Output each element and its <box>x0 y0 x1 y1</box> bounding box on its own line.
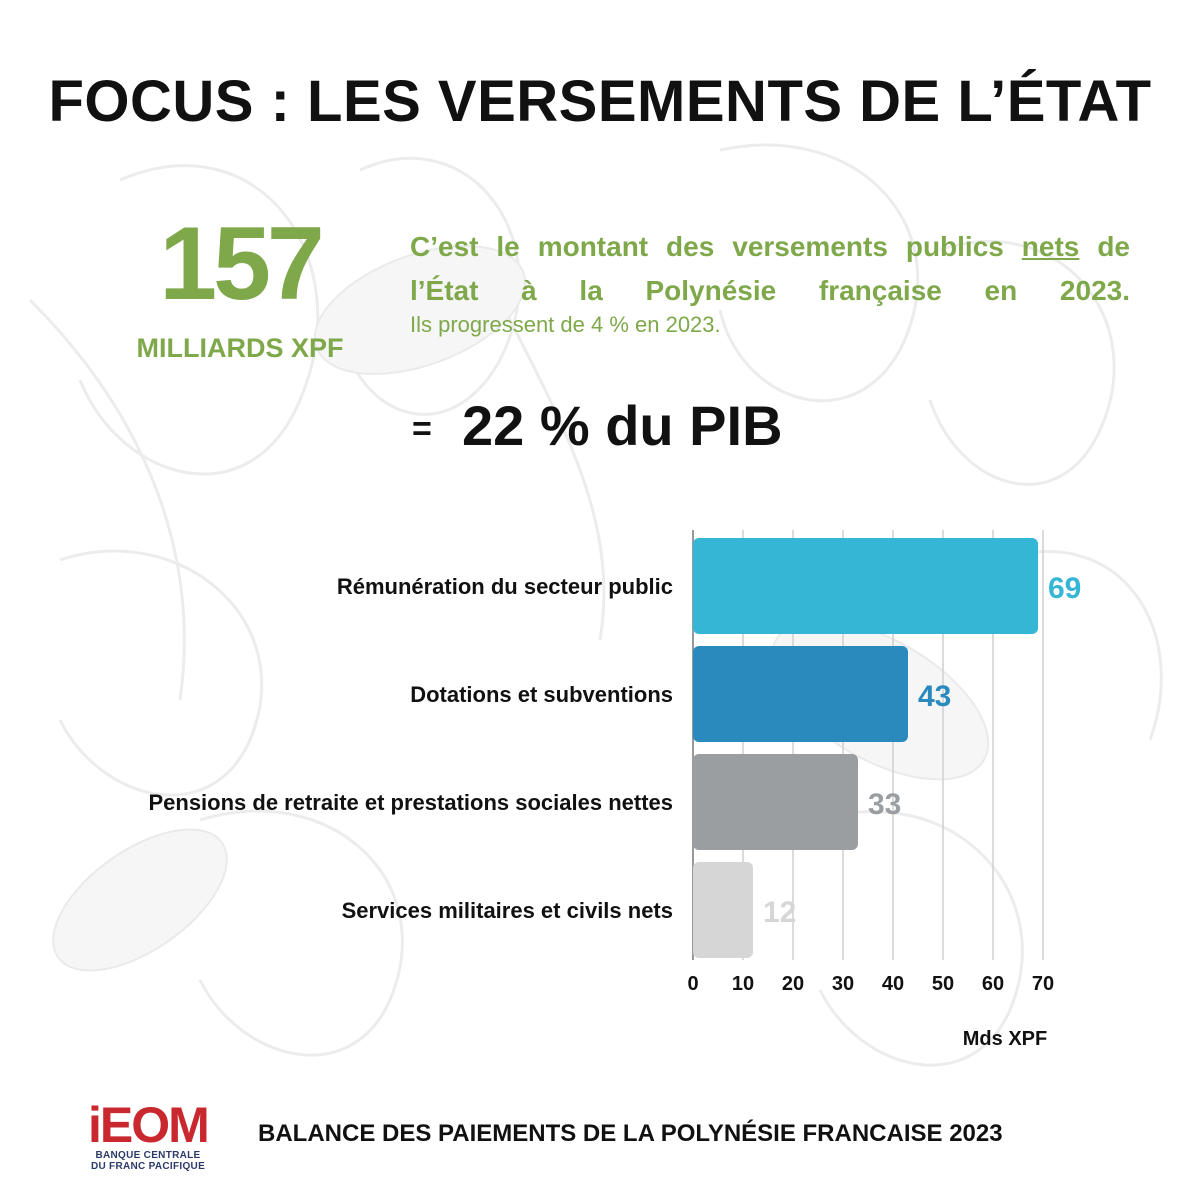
desc-underlined: nets <box>1021 231 1080 262</box>
logo-text: iEOM <box>88 1097 210 1153</box>
x-tick-label: 30 <box>832 973 854 995</box>
highlight-description: C’est le montant des versements publics … <box>410 225 1130 313</box>
x-tick-label: 20 <box>782 973 804 995</box>
value-label: 43 <box>918 680 951 713</box>
x-axis-label: Mds XPF <box>963 1028 1047 1050</box>
x-tick-label: 60 <box>982 973 1004 995</box>
x-tick-label: 40 <box>882 973 904 995</box>
bar <box>693 754 858 850</box>
footer-title: BALANCE DES PAIEMENTS DE LA POLYNÉSIE FR… <box>258 1120 1003 1147</box>
x-tick-label: 10 <box>732 973 754 995</box>
equals-sign: = <box>412 410 432 448</box>
category-label: Dotations et subventions <box>410 682 673 707</box>
category-label: Rémunération du secteur public <box>337 574 673 599</box>
x-tick-label: 50 <box>932 973 954 995</box>
highlight-subtext: Ils progressent de 4 % en 2023. <box>410 312 721 337</box>
value-label: 12 <box>763 896 796 929</box>
ieom-logo: iEOM BANQUE CENTRALE DU FRANC PACIFIQUE <box>88 1100 218 1172</box>
value-label: 33 <box>868 788 901 821</box>
logo-subtitle: BANQUE CENTRALE DU FRANC PACIFIQUE <box>88 1150 208 1172</box>
bar <box>693 862 753 958</box>
logo-sub-line1: BANQUE CENTRALE <box>95 1150 201 1161</box>
pib-share: 22 % du PIB <box>462 394 783 457</box>
value-label: 69 <box>1048 572 1081 605</box>
x-tick-label: 0 <box>687 973 698 995</box>
x-tick-label: 70 <box>1032 973 1054 995</box>
page-title: FOCUS : LES VERSEMENTS DE L’ÉTAT <box>48 69 1152 134</box>
highlight-unit: MILLIARDS XPF <box>136 333 344 363</box>
bar-chart: Rémunération du secteur public Dotations … <box>148 530 1081 1050</box>
category-label: Services militaires et civils nets <box>342 898 673 923</box>
bar <box>693 646 908 742</box>
bar <box>693 538 1038 634</box>
desc-part1: C’est le montant des versements publics <box>410 231 1022 262</box>
highlight-number: 157 <box>159 206 325 322</box>
logo-sub-line2: DU FRANC PACIFIQUE <box>90 1161 206 1172</box>
category-label: Pensions de retraite et prestations soci… <box>148 790 673 815</box>
desc-part2: de l’État à la Polynésie française en 20… <box>410 231 1130 306</box>
